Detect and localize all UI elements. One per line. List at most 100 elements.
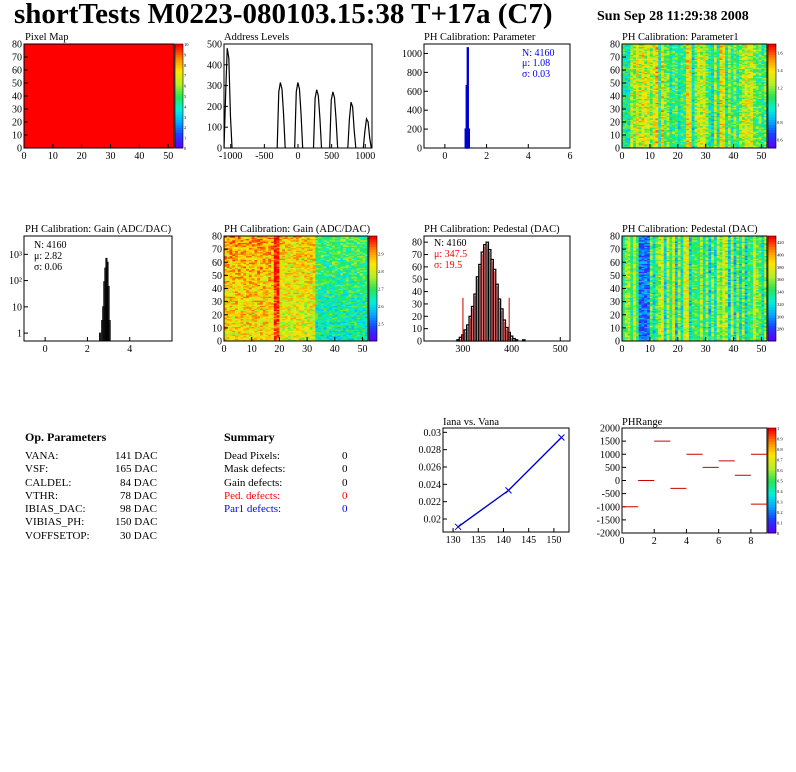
ph-parameter1-color-scale-color-cell [768, 101, 776, 105]
pixel-map-color-scale-color-cell [175, 124, 183, 128]
ph-parameter1-color-scale-color-cell [768, 88, 776, 92]
z-tick-label: 0.1 [777, 521, 783, 526]
z-tick-label: 0.8 [777, 120, 783, 125]
ph-gain-map-color-scale-color-cell [369, 257, 377, 261]
x-tick-label: 300 [455, 344, 470, 355]
summary-value: 0 [342, 489, 348, 502]
y-tick-label: 10 [610, 323, 620, 334]
x-tick-label: 10 [645, 344, 655, 355]
pixel-map-color-scale-color-cell [175, 132, 183, 136]
y-tick-label: 500 [207, 40, 222, 51]
pixel-map-color-scale-color-cell [175, 142, 183, 146]
op-parameters-title: Op. Parameters [25, 430, 107, 444]
y-tick-label: 30 [412, 299, 422, 310]
pixel-map-color-scale-color-cell [175, 64, 183, 68]
y-tick-label: -2000 [597, 529, 620, 540]
phrange-color-scale-color-cell [768, 485, 776, 489]
ph-pedestal-map-color-scale-color-cell [768, 325, 776, 329]
summary-title: Summary [224, 430, 275, 444]
op-parameter-value: 30 DAC [120, 529, 157, 542]
y-tick-label: 0.03 [424, 428, 442, 439]
phrange-color-scale-color-cell [768, 506, 776, 510]
pixel-map-color-scale-color-cell [175, 96, 183, 100]
phrange-color-scale-color-cell [768, 435, 776, 439]
x-tick-label: 40 [134, 151, 144, 162]
y-tick-label: 2000 [600, 424, 620, 435]
y-tick-label: 50 [12, 79, 22, 90]
stats-n: N: 4160 [434, 238, 467, 249]
x-tick-label: 0 [620, 536, 625, 547]
phrange-color-scale-color-cell [768, 480, 776, 484]
x-tick-label: 145 [521, 535, 536, 546]
summary-row: Par1 defects: 0 [224, 503, 364, 516]
y-tick-label: 60 [212, 258, 222, 269]
ph-gain-map-color-scale-color-cell [369, 301, 377, 305]
ph-parameter1-color-scale-color-cell [768, 145, 776, 149]
stats-n: N: 4160 [522, 48, 555, 59]
pixel-map-color-scale-color-cell [175, 116, 183, 120]
z-tick-label: 300 [777, 314, 785, 319]
ph-gain-map-color-scale-color-cell [369, 288, 377, 292]
pixel-map-color-scale-color-cell [175, 70, 183, 74]
y-tick-label: 300 [207, 81, 222, 92]
ph-pedestal-map-color-scale-color-cell [768, 299, 776, 303]
x-tick-label: 20 [673, 151, 683, 162]
iana-vana-point [505, 487, 512, 494]
ph-pedestal-map-color-scale-color-cell [768, 267, 776, 271]
z-tick-label: 9 [184, 52, 187, 57]
z-tick-label: 0.2 [777, 510, 783, 515]
y-tick-label: 200 [207, 102, 222, 113]
y-tick-label: 0 [217, 144, 222, 155]
pixel-map-color-scale-color-cell [175, 88, 183, 92]
x-tick-label: 20 [77, 151, 87, 162]
op-parameter-name: VIBIAS_PH: [25, 516, 85, 529]
pixel-map-color-scale-color-cell [175, 54, 183, 58]
summary-row: Mask defects: 0 [224, 463, 364, 476]
y-tick-label: 60 [12, 66, 22, 77]
y-tick-label: 30 [12, 105, 22, 116]
z-tick-label: 2.6 [378, 304, 384, 309]
y-tick-label: 70 [610, 53, 620, 64]
op-parameter-row: VTHR: 78 DAC [25, 490, 175, 503]
ph-pedestal-map-color-scale-color-cell [768, 262, 776, 266]
iana-vana-point [454, 523, 462, 531]
z-tick-label: 0.6 [777, 468, 783, 473]
ph-gain-map-color-scale-color-cell [369, 306, 377, 310]
x-tick-label: 2 [484, 151, 489, 162]
phrange-color-scale-color-cell [768, 446, 776, 450]
op-parameter-row: VANA: 141 DAC [25, 450, 175, 463]
y-tick-label: 40 [12, 92, 22, 103]
ph-gain-map-color-scale-color-cell [369, 314, 377, 318]
op-parameter-value: 84 DAC [120, 476, 157, 489]
y-tick-label: 600 [407, 87, 422, 98]
ph-gain-map-color-scale-color-cell [369, 335, 377, 339]
z-tick-label: 1 [777, 426, 779, 431]
y-tick-label: 20 [610, 118, 620, 129]
phrange-color-scale-color-cell [768, 527, 776, 531]
ph-parameter1-color-scale-color-cell [768, 140, 776, 144]
phrange-color-scale-color-cell [768, 454, 776, 458]
x-tick-label: 0 [620, 151, 625, 162]
ph-parameter1-color-scale-color-cell [768, 96, 776, 100]
ph-pedestal-map-color-scale-color-cell [768, 291, 776, 295]
x-tick-label: 500 [553, 344, 568, 355]
op-parameter-row: VOFFSETOP: 30 DAC [25, 530, 175, 543]
y-tick-label: 40 [412, 287, 422, 298]
ph-parameter1-color-scale-color-cell [768, 116, 776, 120]
ph-pedestal-map-color-scale-color-cell [768, 320, 776, 324]
y-tick-label: 0 [417, 337, 422, 348]
ph-pedestal-map-color-scale-color-cell [768, 264, 776, 268]
ph-pedestal-map-color-scale-color-cell [768, 306, 776, 310]
ph-gain-bar [107, 285, 110, 342]
summary-name: Mask defects: [224, 463, 286, 476]
y-tick-label: 20 [412, 312, 422, 323]
x-tick-label: 0 [296, 151, 301, 162]
ph-gain-bar [108, 320, 111, 342]
address-peak [347, 102, 357, 149]
ph-parameter1-color-scale-color-cell [768, 75, 776, 79]
ph-gain-map-color-scale-color-cell [369, 333, 377, 337]
z-tick-label: 0.5 [777, 479, 783, 484]
z-tick-label: 340 [777, 290, 785, 295]
x-tick-label: -500 [255, 151, 273, 162]
ph-pedestal-map-color-scale-color-cell [768, 251, 776, 255]
